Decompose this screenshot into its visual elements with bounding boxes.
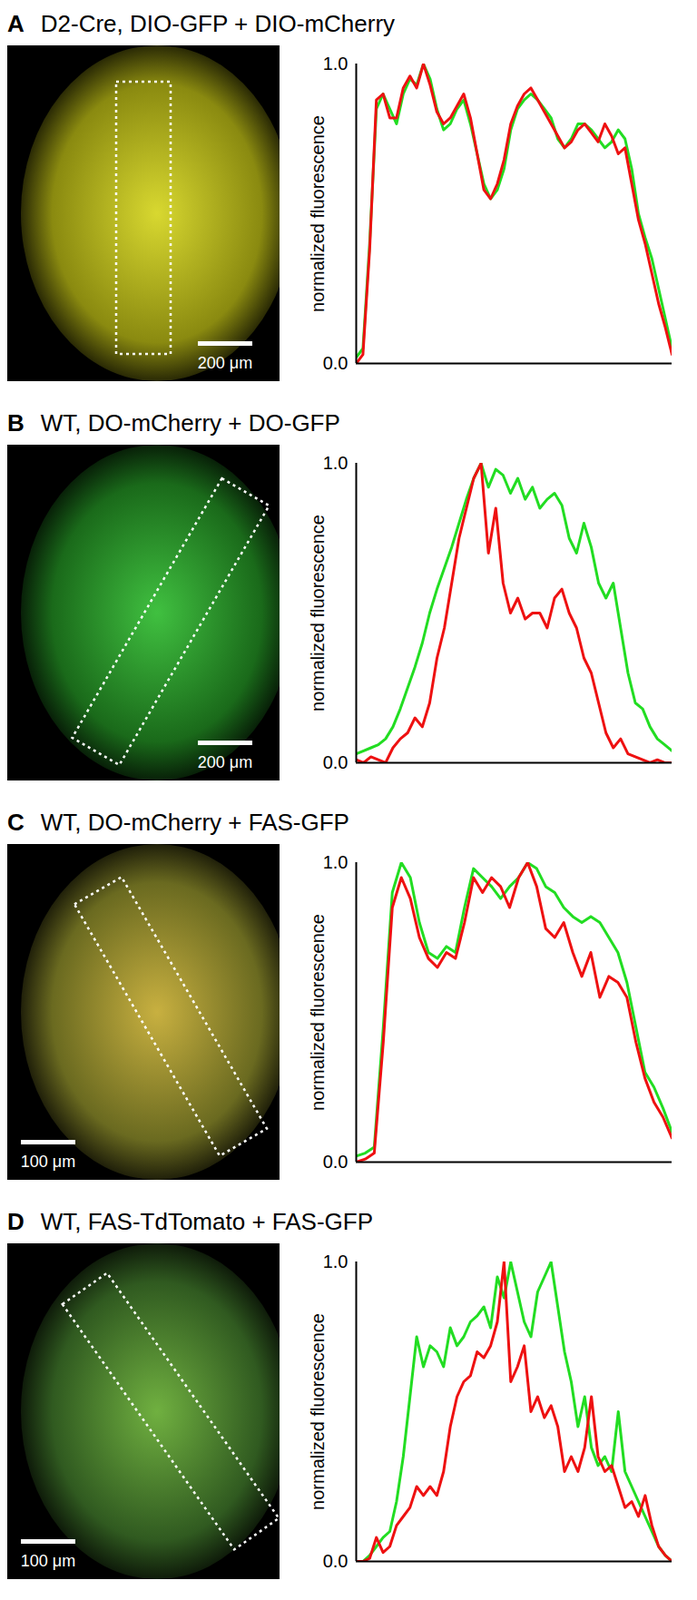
svg-text:normalized fluorescence: normalized fluorescence (307, 514, 328, 712)
svg-text:0.0: 0.0 (323, 353, 349, 374)
svg-text:0.0: 0.0 (323, 1551, 349, 1571)
html-text:D: D (7, 1207, 25, 1236)
svg-text:1.0: 1.0 (323, 1251, 349, 1272)
svg-text:200 μm: 200 μm (197, 753, 253, 772)
html-text:C: C (7, 808, 25, 836)
html-text:A: A (7, 9, 25, 38)
svg-text:normalized fluorescence: normalized fluorescence (307, 913, 328, 1111)
html-text:WT, DO-mCherry + FAS-GFP: WT, DO-mCherry + FAS-GFP (40, 808, 350, 836)
html-text:WT, DO-mCherry + DO-GFP: WT, DO-mCherry + DO-GFP (40, 409, 341, 437)
svg-text:1.0: 1.0 (323, 452, 349, 473)
svg-text:1.0: 1.0 (323, 852, 349, 873)
html-text:WT, FAS-TdTomato + FAS-GFP: WT, FAS-TdTomato + FAS-GFP (40, 1207, 374, 1236)
svg-text:0.0: 0.0 (323, 1151, 349, 1172)
svg-text:100 μm: 100 μm (20, 1152, 76, 1171)
html-text:B: B (7, 409, 25, 437)
svg-text:normalized fluorescence: normalized fluorescence (307, 1313, 328, 1511)
svg-text:200 μm: 200 μm (197, 353, 253, 373)
svg-text:100 μm: 100 μm (20, 1551, 76, 1571)
svg-text:0.0: 0.0 (323, 752, 349, 773)
html-text:D2-Cre, DIO-GFP + DIO-mCherry: D2-Cre, DIO-GFP + DIO-mCherry (40, 9, 395, 38)
svg-text:normalized fluorescence: normalized fluorescence (307, 115, 328, 313)
svg-text:1.0: 1.0 (323, 53, 349, 74)
